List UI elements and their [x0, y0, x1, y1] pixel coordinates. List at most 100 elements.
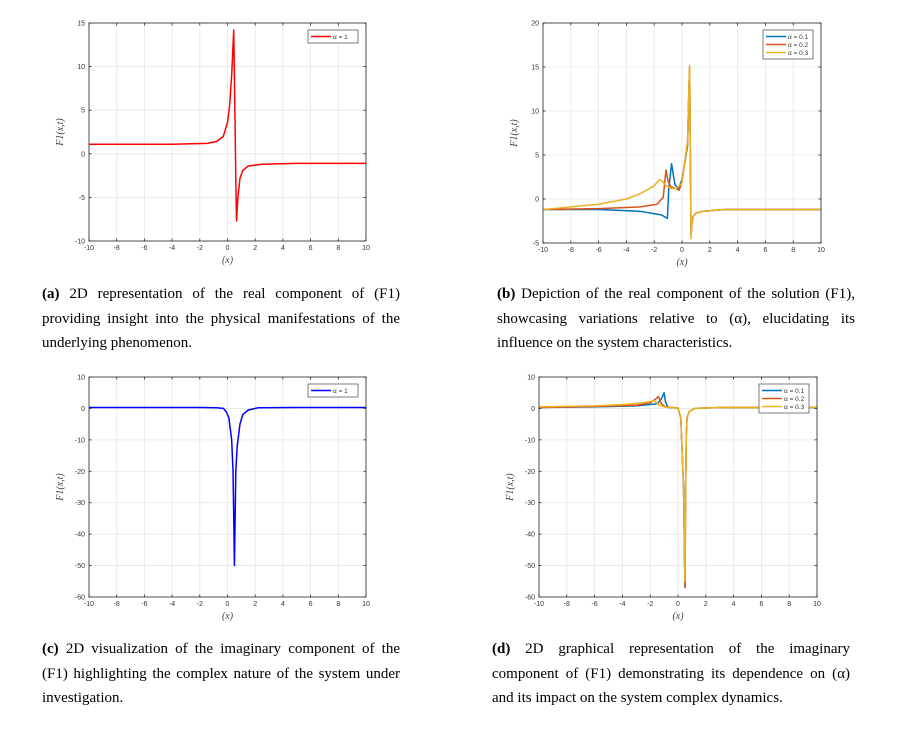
- x-tick-label: -8: [564, 601, 570, 608]
- x-tick-label: -4: [619, 601, 625, 608]
- series-line-d-2: [538, 399, 817, 583]
- x-axis-label: (x): [222, 611, 234, 622]
- y-tick-label: 5: [81, 108, 85, 115]
- x-tick-label: -10: [84, 601, 94, 608]
- y-axis-label: F1(x,t): [55, 473, 66, 502]
- y-tick-label: 0: [81, 151, 85, 158]
- x-tick-label: 4: [736, 247, 740, 254]
- x-tick-label: -4: [169, 245, 175, 252]
- caption-a: (a) 2D representation of the real compon…: [42, 282, 400, 356]
- y-tick-label: -10: [525, 437, 535, 444]
- y-tick-label: 15: [531, 65, 539, 72]
- x-tick-label: 4: [281, 245, 285, 252]
- legend-label: α = 0.2: [788, 42, 809, 49]
- y-tick-label: -20: [75, 469, 85, 476]
- y-tick-label: -40: [525, 532, 535, 539]
- series-line-a-0: [89, 29, 366, 222]
- caption-a-label: (a): [42, 286, 60, 302]
- y-axis-label: F1(x,t): [505, 473, 516, 502]
- legend-label: α = 0.3: [788, 50, 809, 57]
- y-axis-label: F1(x,t): [55, 118, 66, 147]
- caption-c: (c) 2D visualization of the imaginary co…: [42, 637, 400, 711]
- y-tick-label: -50: [525, 563, 535, 570]
- y-tick-label: -60: [75, 595, 85, 602]
- y-tick-label: 15: [77, 21, 85, 28]
- x-axis-label: (x): [222, 255, 234, 266]
- legend-box: [307, 383, 359, 398]
- legend-label: α = 0.3: [784, 404, 805, 411]
- y-tick-label: -10: [75, 239, 85, 246]
- legend-label: α = 0.2: [784, 396, 805, 403]
- legend-label: α = 0.1: [788, 34, 809, 41]
- legend-box: [307, 29, 359, 44]
- x-tick-label: -6: [141, 245, 147, 252]
- panel-c: -10 -8 -6 -4 -2 0 2 4 6 8 10 -60 -50 -40 -30 -20 -10 0 10(…: [0, 0, 448, 729]
- panel-a: -10 -8 -6 -4 -2 0 2 4 6 8 10 -10 -5 0 5 10 15 (x) F1(x,t) α…: [0, 0, 448, 364]
- legend-box: [762, 29, 814, 60]
- x-tick-label: 10: [817, 247, 825, 254]
- y-tick-label: -60: [525, 595, 535, 602]
- chart-b: -10 -8 -6 -4 -2 0 2 4 6 8 10 -5 0 5 10 15 20 (x) F1(x,t) α …: [509, 21, 825, 269]
- x-tick-label: -2: [197, 245, 203, 252]
- y-tick-label: 0: [81, 406, 85, 413]
- y-tick-label: -50: [75, 563, 85, 570]
- caption-b: (b) Depiction of the real component of t…: [497, 282, 855, 356]
- x-tick-label: -8: [114, 245, 120, 252]
- x-tick-label: -10: [538, 247, 548, 254]
- x-tick-label: -8: [114, 601, 120, 608]
- y-tick-label: 20: [531, 21, 539, 28]
- caption-b-label: (b): [497, 286, 516, 302]
- y-axis-label: F1(x,t): [509, 119, 520, 148]
- x-tick-label: -4: [623, 247, 629, 254]
- x-tick-label: 10: [362, 245, 370, 252]
- caption-c-label: (c): [42, 641, 59, 657]
- chart-a: -10 -8 -6 -4 -2 0 2 4 6 8 10 -10 -5 0 5 10 15 (x) F1(x,t) α…: [55, 21, 370, 267]
- caption-a-text: 2D representation of the real component …: [42, 286, 401, 351]
- x-tick-label: 6: [759, 601, 763, 608]
- y-tick-label: -30: [75, 500, 85, 507]
- y-tick-label: 0: [531, 406, 535, 413]
- y-tick-label: -5: [533, 241, 539, 248]
- x-tick-label: -6: [595, 247, 601, 254]
- legend-label: α = 1: [333, 34, 348, 41]
- x-tick-label: 10: [813, 601, 821, 608]
- x-tick-label: 8: [336, 601, 340, 608]
- x-tick-label: 2: [253, 245, 257, 252]
- x-tick-label: 8: [787, 601, 791, 608]
- x-tick-label: 8: [336, 245, 340, 252]
- caption-d: (d) 2D graphical representation of the i…: [492, 637, 850, 711]
- x-tick-label: 4: [281, 601, 285, 608]
- x-tick-label: -10: [84, 245, 94, 252]
- caption-c-text: 2D visualization of the imaginary compon…: [42, 641, 400, 706]
- x-tick-label: -2: [197, 601, 203, 608]
- x-tick-label: -4: [169, 601, 175, 608]
- x-tick-label: 6: [309, 601, 313, 608]
- y-tick-label: 10: [527, 375, 535, 382]
- x-tick-label: 4: [732, 601, 736, 608]
- x-tick-label: 6: [763, 247, 767, 254]
- y-tick-label: 10: [77, 375, 85, 382]
- chart-c: -10 -8 -6 -4 -2 0 2 4 6 8 10-60-50-40-30-20-10010(…: [55, 375, 370, 623]
- y-tick-label: 5: [535, 153, 539, 160]
- x-tick-label: 8: [791, 247, 795, 254]
- series-line-b-2: [542, 64, 821, 240]
- chart-d: -10 -8 -6 -4 -2 0 2 4 6 8 10-60-50-40-30-20-10010(…: [505, 375, 821, 623]
- y-tick-label: -40: [75, 532, 85, 539]
- x-tick-label: 0: [676, 601, 680, 608]
- legend-label: α = 1: [333, 388, 348, 395]
- x-tick-label: -10: [534, 601, 544, 608]
- y-tick-label: 0: [535, 197, 539, 204]
- x-tick-label: -2: [647, 601, 653, 608]
- panel-b: -10 -8 -6 -4 -2 0 2 4 6 8 10 -5 0 5 10 15 20 (x) F1(x,t) α …: [0, 0, 897, 364]
- y-tick-label: -5: [79, 195, 85, 202]
- x-tick-label: 2: [708, 247, 712, 254]
- x-tick-label: 0: [226, 601, 230, 608]
- x-axis-label: (x): [672, 611, 684, 622]
- legend-label: α = 0.1: [784, 388, 805, 395]
- y-tick-label: -30: [525, 500, 535, 507]
- x-tick-label: 6: [309, 245, 313, 252]
- x-tick-label: 2: [704, 601, 708, 608]
- x-tick-label: -2: [651, 247, 657, 254]
- y-tick-label: 10: [77, 64, 85, 71]
- x-tick-label: -6: [591, 601, 597, 608]
